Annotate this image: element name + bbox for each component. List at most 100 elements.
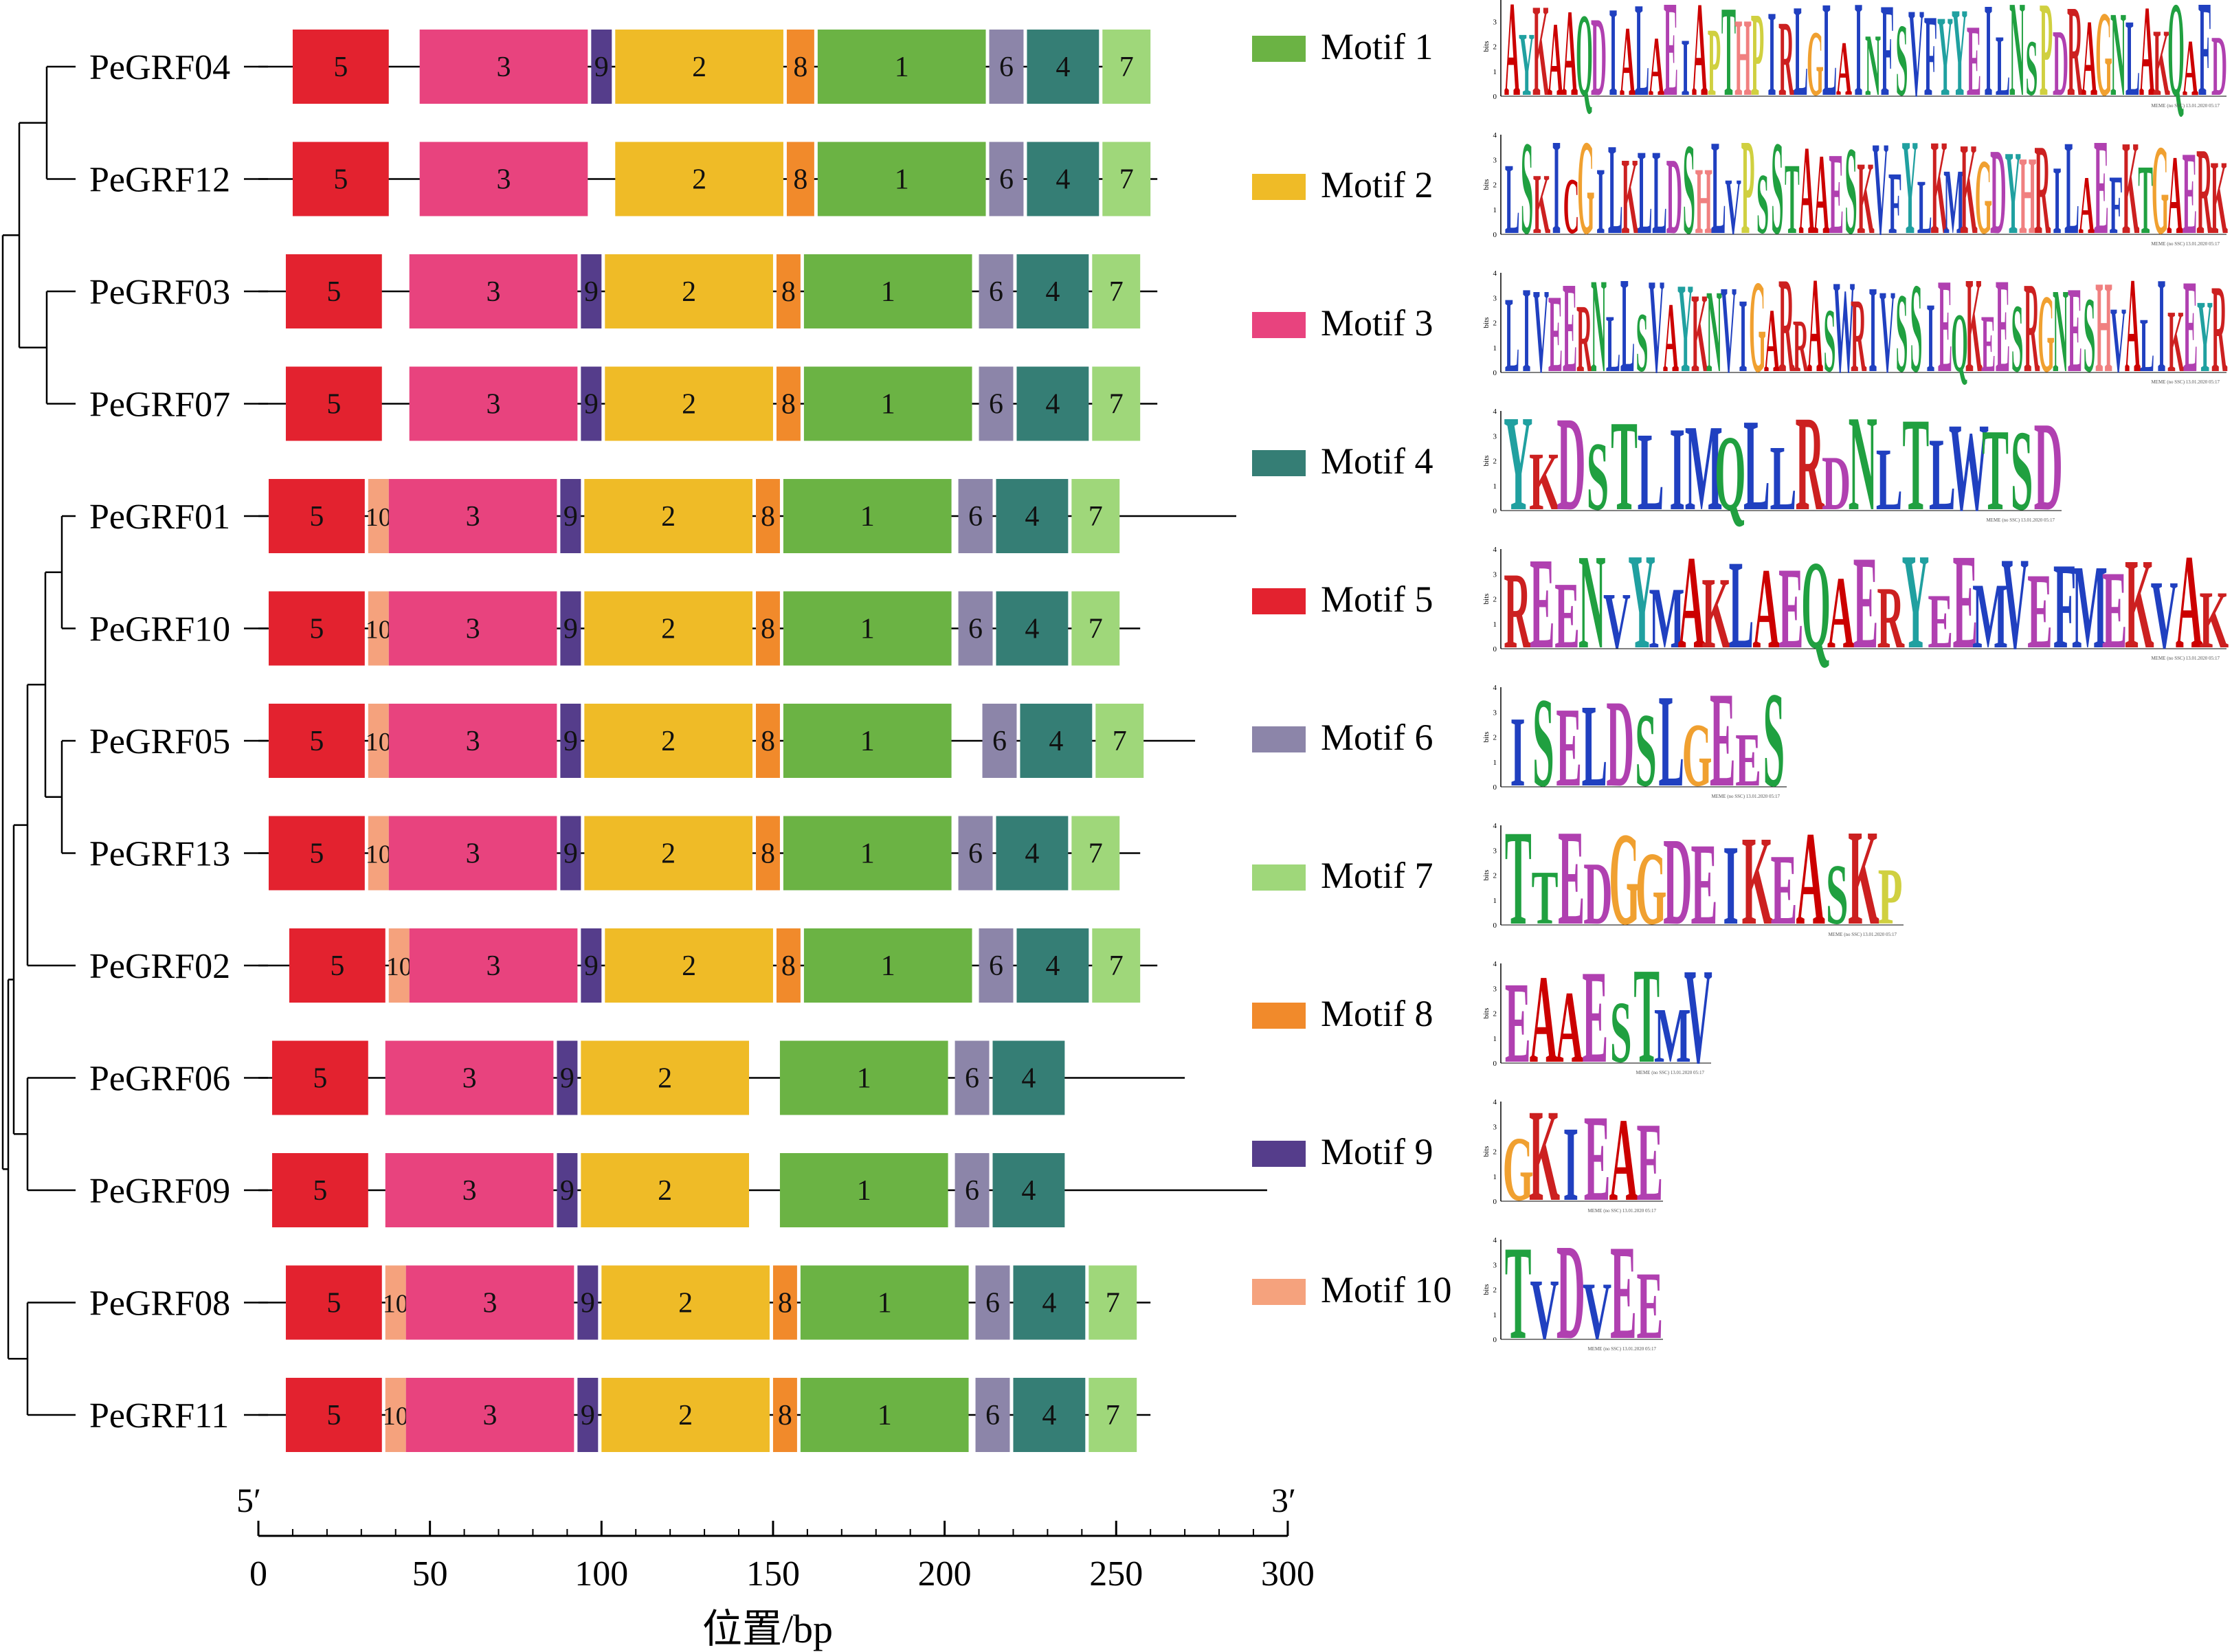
motif-block-10 [368, 591, 389, 666]
logo-letter: I [1926, 282, 1934, 393]
logo-letter: I [1767, 0, 1776, 122]
logo-letter: L [1996, 18, 2010, 115]
logo-tick-label: 1 [1493, 1311, 1497, 1319]
motif-block-label: 7 [1089, 838, 1103, 870]
logo-letter: E [2183, 253, 2198, 401]
motif-block-label: 1 [878, 1288, 892, 1319]
legend-item: Motif 6 [1252, 717, 1433, 758]
motif-block-label: 1 [878, 1400, 892, 1431]
motif-block-7 [1092, 928, 1141, 1003]
logo-letter: G [2095, 0, 2112, 122]
motif-block-label: 4 [1045, 389, 1060, 421]
logo-tick-label: 1 [1493, 206, 1497, 214]
logo-letter: A [2167, 132, 2183, 258]
sequence-logo: 01234bitsAYKAAQDIALAEIAPTHPIRLGLAINFSVFY… [1482, 0, 2227, 124]
logo-letter: A [1827, 555, 1855, 670]
logo-letter: D [1990, 123, 2006, 260]
motif-block-7 [1089, 1378, 1137, 1452]
motif-block-label: 1 [860, 501, 875, 533]
logo-letter: E [1558, 801, 1585, 953]
motif-block-label: 8 [793, 52, 807, 83]
gene-name: PeGRF09 [89, 1172, 230, 1211]
motif-block-label: 4 [1045, 950, 1060, 982]
motif-block-6 [989, 30, 1024, 104]
motif-block-5 [271, 1153, 368, 1227]
logo-letter: N [1865, 16, 1881, 115]
gene-name: PeGRF02 [89, 947, 230, 986]
logo-letter: S [1610, 983, 1632, 1082]
motif-block-label: 3 [466, 726, 480, 757]
motif-block-6 [958, 479, 993, 553]
logo-letter: I [1854, 0, 1862, 124]
logo-letter: A [1678, 528, 1706, 677]
motif-block-label: 4 [1021, 1175, 1036, 1207]
logo-letter: D [2053, 10, 2068, 115]
logo-letter: R [2211, 258, 2227, 399]
motif-block-3 [409, 254, 578, 328]
logo-letter: Y [1937, 0, 1953, 121]
logo-letter: M [1654, 991, 1691, 1079]
motif-block-8 [776, 366, 801, 441]
logo-letter: P [1708, 8, 1721, 116]
logo-letter: K [2153, 8, 2170, 115]
logo-letter: S [2026, 25, 2038, 113]
logo-letter: E [1778, 544, 1804, 673]
motif-block-label: 1 [895, 164, 909, 196]
motif-block-7 [1092, 254, 1141, 328]
legend-swatch [1252, 726, 1306, 752]
logo-letter: E [2068, 261, 2082, 398]
motif-block-1 [803, 366, 972, 441]
logo-letter: G [1807, 12, 1824, 115]
logo-letter: G [1577, 111, 1594, 263]
logo-letter: D [1591, 0, 1607, 120]
legend-label: Motif 7 [1321, 855, 1433, 896]
logo-letter: E [1636, 1099, 1663, 1225]
logo-letter: Y [1504, 387, 1532, 539]
motif-block-label: 4 [1025, 501, 1039, 533]
logo-tick-label: 3 [1493, 432, 1497, 440]
logo-axis-label: bits [1482, 179, 1491, 190]
logo-letter: Y [2005, 127, 2021, 260]
logo-letter: M [1972, 563, 2008, 668]
logo-letter: F [2053, 537, 2077, 674]
logo-letter: N [1578, 526, 1606, 677]
legend-label: Motif 6 [1321, 717, 1433, 758]
motif-block-label: 6 [968, 501, 983, 533]
motif-block-1 [800, 1265, 969, 1340]
motif-block-10 [368, 704, 389, 778]
gene-name: PeGRF12 [89, 161, 230, 200]
logo-letter: A [1836, 27, 1852, 113]
legend-swatch [1252, 1279, 1306, 1305]
motif-block-label: 4 [1042, 1288, 1056, 1319]
logo-tick-label: 0 [1493, 922, 1497, 930]
legend-label: Motif 5 [1321, 579, 1433, 620]
motif-block-label: 1 [860, 614, 875, 645]
motif-block-label: 10 [366, 616, 392, 645]
motif-block-1 [779, 1153, 948, 1227]
logo-letter: K [1532, 0, 1550, 124]
logo-tick-label: 4 [1493, 269, 1497, 278]
motif-block-6 [955, 1040, 990, 1115]
motif-block-2 [605, 366, 773, 441]
logo-letter: L [1876, 429, 1903, 529]
logo-letter: A [2176, 528, 2203, 678]
motif-block-1 [783, 591, 952, 666]
motif-block-label: 6 [985, 1288, 1000, 1319]
logo-letter: G [1749, 252, 1766, 400]
gene-name: PeGRF07 [89, 386, 230, 425]
motif-block-7 [1089, 1265, 1137, 1340]
logo-tick-label: 2 [1493, 1148, 1497, 1157]
logo-axis-label: bits [1482, 732, 1491, 743]
logo-letter: T [2138, 144, 2153, 254]
logo-letter: K [2211, 139, 2228, 257]
logo-tick-label: 1 [1493, 1173, 1497, 1181]
logo-caption: MEME (no SSC) 13.01.2020 05:17 [1587, 1208, 1656, 1214]
logo-letter: D [1663, 812, 1692, 951]
logo-letter: L [1743, 391, 1770, 538]
logo-letter: E [2094, 111, 2109, 264]
logo-letter: F [2109, 159, 2123, 252]
motif-block-8 [755, 704, 780, 778]
motif-block-label: 7 [1106, 1400, 1120, 1431]
